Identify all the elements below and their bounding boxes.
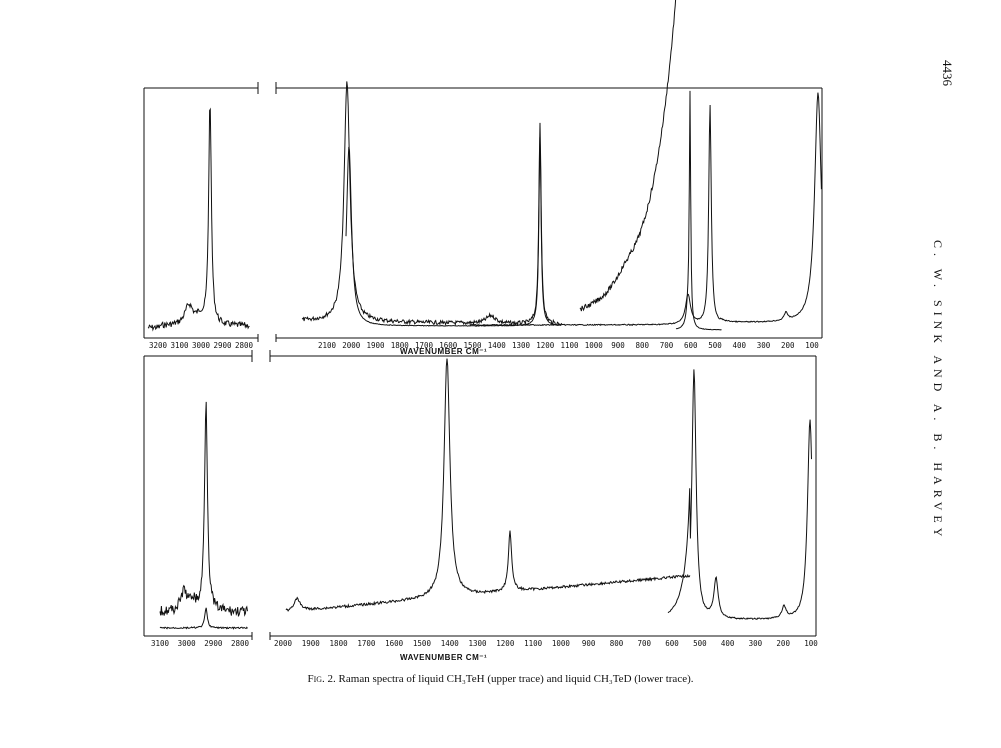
upper-main-tick-100: 100	[805, 341, 819, 350]
upper-main-tick-1100: 1100	[560, 341, 579, 350]
upper-main-tick-1900: 1900	[366, 341, 385, 350]
upper-main-tick-600: 600	[684, 341, 698, 350]
lower-inset-trace-b	[159, 607, 248, 630]
lower-main-frame	[251, 350, 817, 640]
upper-main-tick-1400: 1400	[488, 341, 507, 350]
upper-inset-tick-3000: 3000	[192, 341, 211, 350]
upper-main-tick-1600: 1600	[439, 341, 458, 350]
lower-main-tick-1800: 1800	[330, 639, 349, 648]
upper-main-tick-200: 200	[781, 341, 795, 350]
lower-main-tick-1700: 1700	[357, 639, 376, 648]
upper-inset-tick-2900: 2900	[213, 341, 232, 350]
lower-inset-tick-2900: 2900	[204, 639, 223, 648]
upper-main-tick-1300: 1300	[512, 341, 531, 350]
upper-inset-tick-3100: 3100	[170, 341, 189, 350]
upper-main-tick-2000: 2000	[342, 341, 361, 350]
upper-main-tick-800: 800	[635, 341, 649, 350]
caption-text: Raman spectra of liquid CH₃TeH (upper tr…	[338, 673, 694, 685]
upper-main-trace-b	[345, 137, 560, 327]
upper-inset-tick-3200: 3200	[149, 341, 168, 350]
lower-main-tick-1600: 1600	[385, 639, 404, 648]
upper-main-tick-2100: 2100	[318, 341, 337, 350]
lower-main-tick-700: 700	[637, 639, 651, 648]
upper-main-trace-e	[675, 90, 722, 331]
lower-main-tick-400: 400	[721, 639, 735, 648]
upper-inset-tick-2800: 2800	[235, 341, 254, 350]
upper-main-tick-500: 500	[708, 341, 722, 350]
lower-main-tick-800: 800	[610, 639, 624, 648]
lower-main-tick-1900: 1900	[302, 639, 321, 648]
upper-main-tick-700: 700	[660, 341, 674, 350]
lower-main-tick-labels: 2000 1900 1800 1700 1600 1500 1400 1300 1200 1100…	[274, 639, 818, 648]
upper-main-trace-a	[301, 81, 563, 327]
figure-caption: Fig. 2. Raman spectra of liquid CH₃TeH (…	[0, 673, 1001, 685]
upper-main-tick-900: 900	[611, 341, 625, 350]
lower-inset-tick-2800: 2800	[231, 639, 250, 648]
lower-main-tick-1100: 1100	[524, 639, 543, 648]
upper-main-tick-1800: 1800	[391, 341, 410, 350]
upper-main-frame	[257, 82, 823, 342]
lower-main-tick-100: 100	[804, 639, 818, 648]
lower-main-tick-1000: 1000	[552, 639, 571, 648]
lower-main-tick-1200: 1200	[496, 639, 515, 648]
lower-inset-tick-labels: 3100 3000 2900 2800	[151, 639, 250, 648]
upper-main-trace-c	[579, 0, 677, 312]
upper-main-tick-labels: 2100 2000 1900 1800 1700 1600 1500 1400 1300 1200…	[318, 341, 819, 350]
lower-main-tick-1500: 1500	[413, 639, 432, 648]
lower-main-tick-600: 600	[665, 639, 679, 648]
lower-main-trace-a	[285, 358, 691, 612]
upper-main-tick-1000: 1000	[585, 341, 604, 350]
upper-inset-trace	[147, 107, 250, 332]
lower-main-tick-2000: 2000	[274, 639, 293, 648]
lower-main-tick-1300: 1300	[468, 639, 487, 648]
spectra-traces	[147, 0, 822, 630]
lower-inset-tick-3000: 3000	[178, 639, 197, 648]
upper-x-axis-label: WAVENUMBER CM⁻¹	[400, 347, 487, 356]
lower-main-tick-200: 200	[776, 639, 790, 648]
running-head: C. W. SINK AND A. B. HARVEY	[931, 240, 945, 542]
page-number: 4436	[940, 60, 955, 86]
lower-x-axis-label: WAVENUMBER CM⁻¹	[400, 653, 487, 662]
upper-inset-tick-labels: 3200 3100 3000 2900 2800	[149, 341, 254, 350]
lower-inset-tick-3100: 3100	[151, 639, 170, 648]
upper-main-tick-1700: 1700	[415, 341, 434, 350]
lower-main-tick-900: 900	[582, 639, 596, 648]
upper-main-tick-300: 300	[757, 341, 771, 350]
upper-main-tick-1200: 1200	[536, 341, 555, 350]
lower-main-tick-300: 300	[749, 639, 763, 648]
figure-label: Fig. 2.	[307, 673, 336, 685]
upper-main-tick-400: 400	[732, 341, 746, 350]
lower-inset-frame	[143, 350, 253, 637]
lower-main-tick-500: 500	[693, 639, 707, 648]
lower-main-trace-b	[667, 369, 812, 621]
upper-main-tick-1500: 1500	[463, 341, 482, 350]
upper-main-trace-d	[469, 92, 822, 327]
lower-inset-trace-a	[159, 401, 248, 618]
lower-main-tick-1400: 1400	[441, 639, 460, 648]
upper-inset-frame	[143, 82, 259, 339]
